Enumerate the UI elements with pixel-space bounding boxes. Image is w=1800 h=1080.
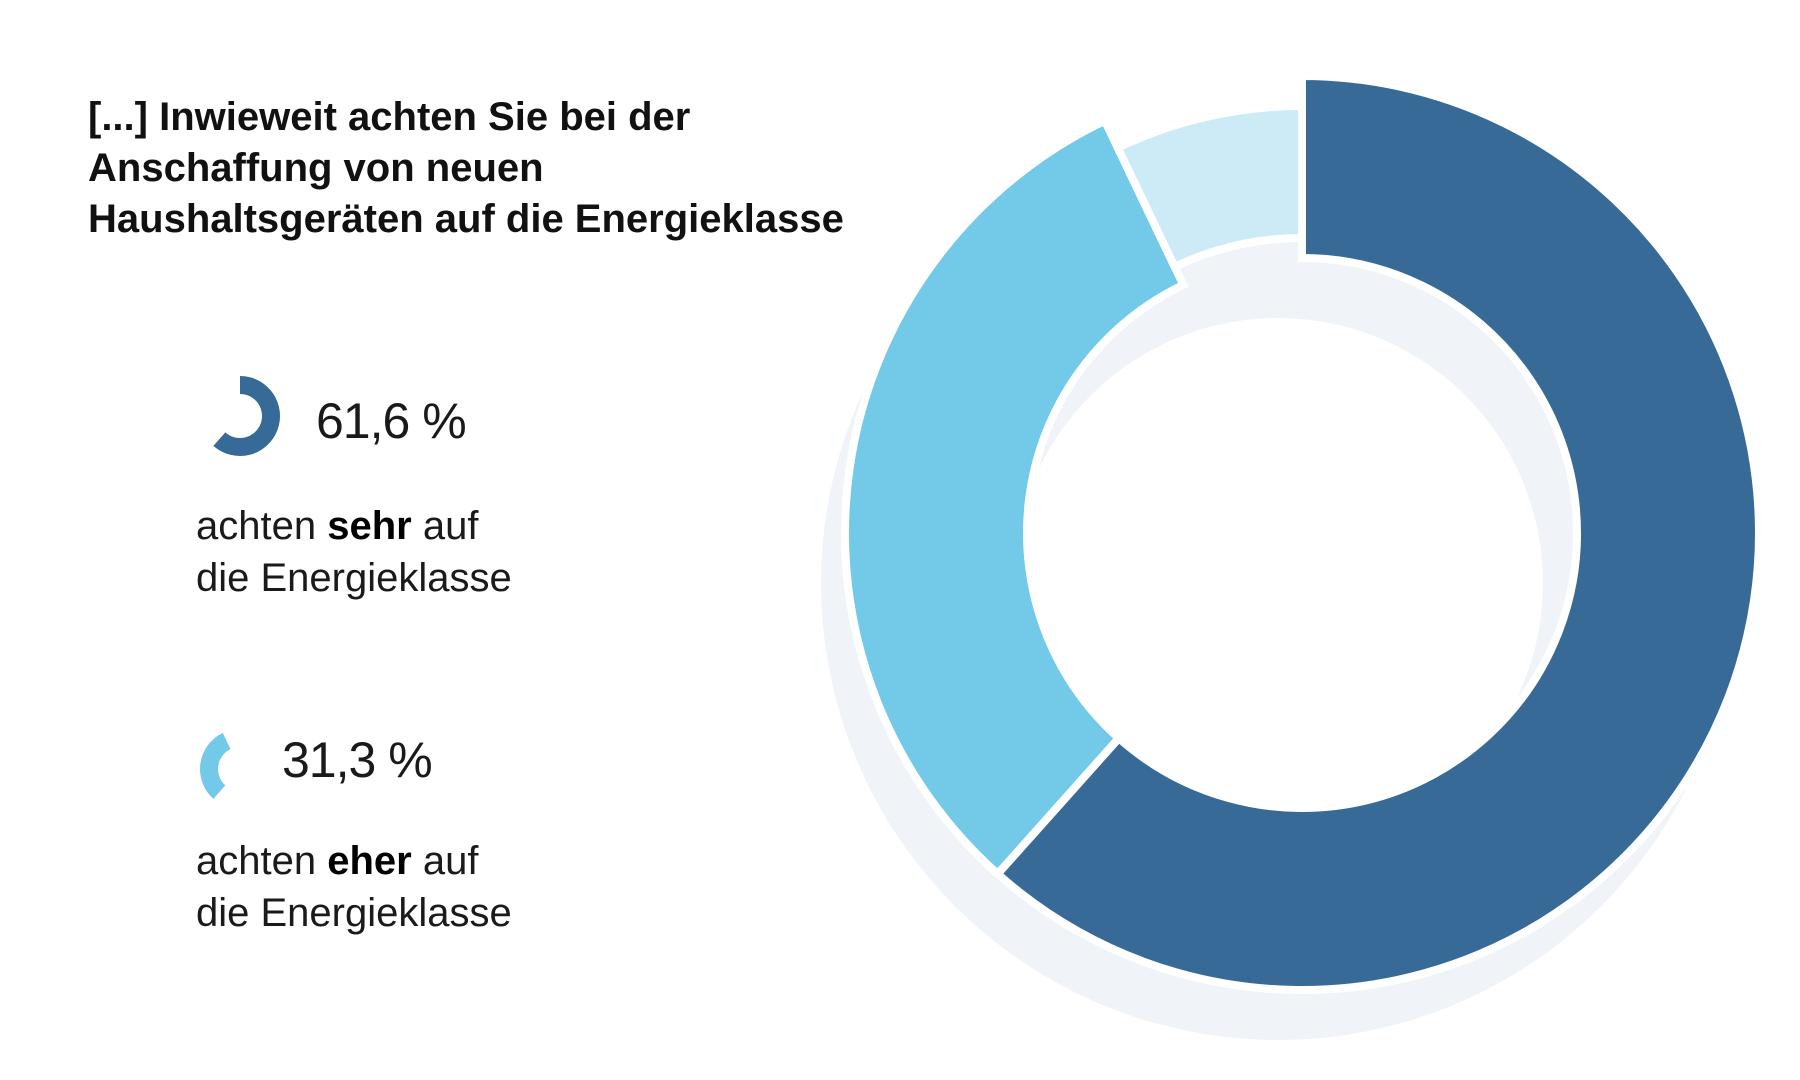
- title-line-3: Haushaltsgeräten auf die Energieklasse: [88, 197, 844, 241]
- legend-desc-text: achten: [196, 839, 328, 883]
- legend-percent-sehr: 61,6 %: [316, 393, 467, 449]
- mini-donut-eher-icon: [200, 732, 231, 799]
- donut-slice-rest: [1112, 101, 1306, 273]
- mini-donut-sehr-icon: [213, 376, 280, 456]
- legend-desc-sehr: achten sehr auf die Energieklasse: [196, 500, 512, 604]
- donut-slice-sehr: [991, 71, 1763, 994]
- legend-desc-bold: eher: [327, 839, 412, 883]
- legend-percent-eher: 31,3 %: [282, 732, 433, 788]
- legend-desc-text: achten: [196, 504, 328, 548]
- legend-desc-line2: die Energieklasse: [196, 556, 512, 600]
- title-line-1: [...] Inwieweit achten Sie bei der: [88, 95, 691, 139]
- legend-desc-eher: achten eher auf die Energieklasse: [196, 835, 512, 939]
- legend-desc-text: auf: [411, 504, 479, 548]
- legend-desc-line2: die Energieklasse: [196, 891, 512, 935]
- donut-slice-eher: [841, 115, 1189, 880]
- chart-title: [...] Inwieweit achten Sie bei der Ansch…: [88, 92, 868, 245]
- mini-donut-arc: [200, 732, 231, 799]
- title-line-2: Anschaffung von neuen: [88, 146, 544, 190]
- legend-desc-bold: sehr: [327, 504, 412, 548]
- legend-desc-text: auf: [411, 839, 479, 883]
- mini-donut-arc: [213, 376, 280, 456]
